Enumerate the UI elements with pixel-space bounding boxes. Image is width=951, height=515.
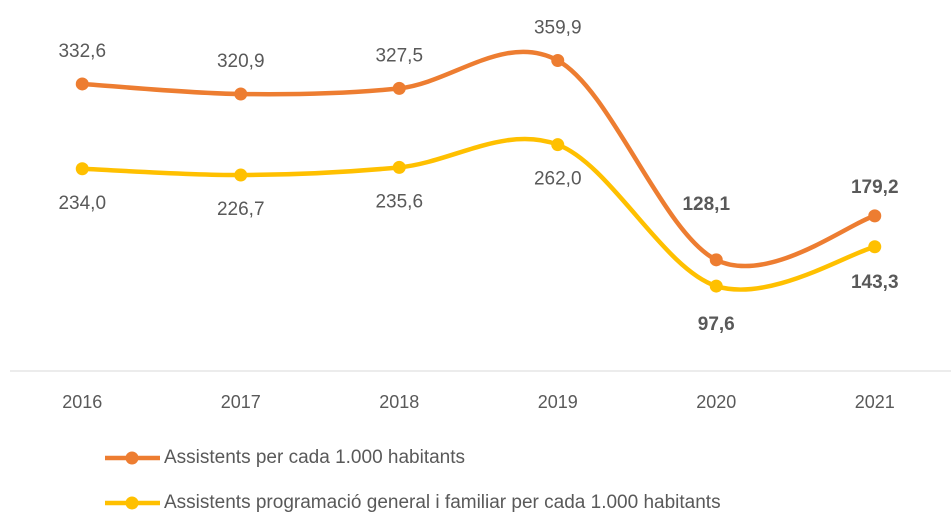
legend-marker [125,451,139,465]
data-point [868,209,882,223]
data-point [709,279,723,293]
data-label: 359,9 [534,18,582,39]
legend-marker [125,496,139,510]
x-tick-label: 2017 [221,392,261,412]
series-line [80,136,877,292]
data-point [868,240,882,254]
series-line [80,49,877,269]
data-label: 320,9 [217,51,265,72]
data-point [709,253,723,267]
x-tick-label: 2020 [696,392,736,412]
data-point [392,160,406,174]
data-point [392,81,406,95]
x-tick-label: 2018 [379,392,419,412]
data-label: 226,7 [217,199,265,220]
data-label: 128,1 [682,194,730,215]
data-label: 97,6 [698,314,735,335]
data-label: 235,6 [375,191,423,212]
data-point [75,77,89,91]
data-label: 234,0 [58,193,106,214]
data-point [234,168,248,182]
data-point [75,162,89,176]
legend-label: Assistents programació general i familia… [164,492,721,513]
legend-label: Assistents per cada 1.000 habitants [164,447,465,468]
data-point [551,53,565,67]
x-tick-label: 2016 [62,392,102,412]
x-tick-label: 2021 [855,392,895,412]
x-tick-label: 2019 [538,392,578,412]
data-label: 143,3 [851,272,899,293]
data-label: 179,2 [851,177,899,198]
data-point [234,87,248,101]
data-label: 332,6 [58,41,106,62]
data-label: 327,5 [375,45,423,66]
data-point [551,138,565,152]
data-label: 262,0 [534,169,582,190]
